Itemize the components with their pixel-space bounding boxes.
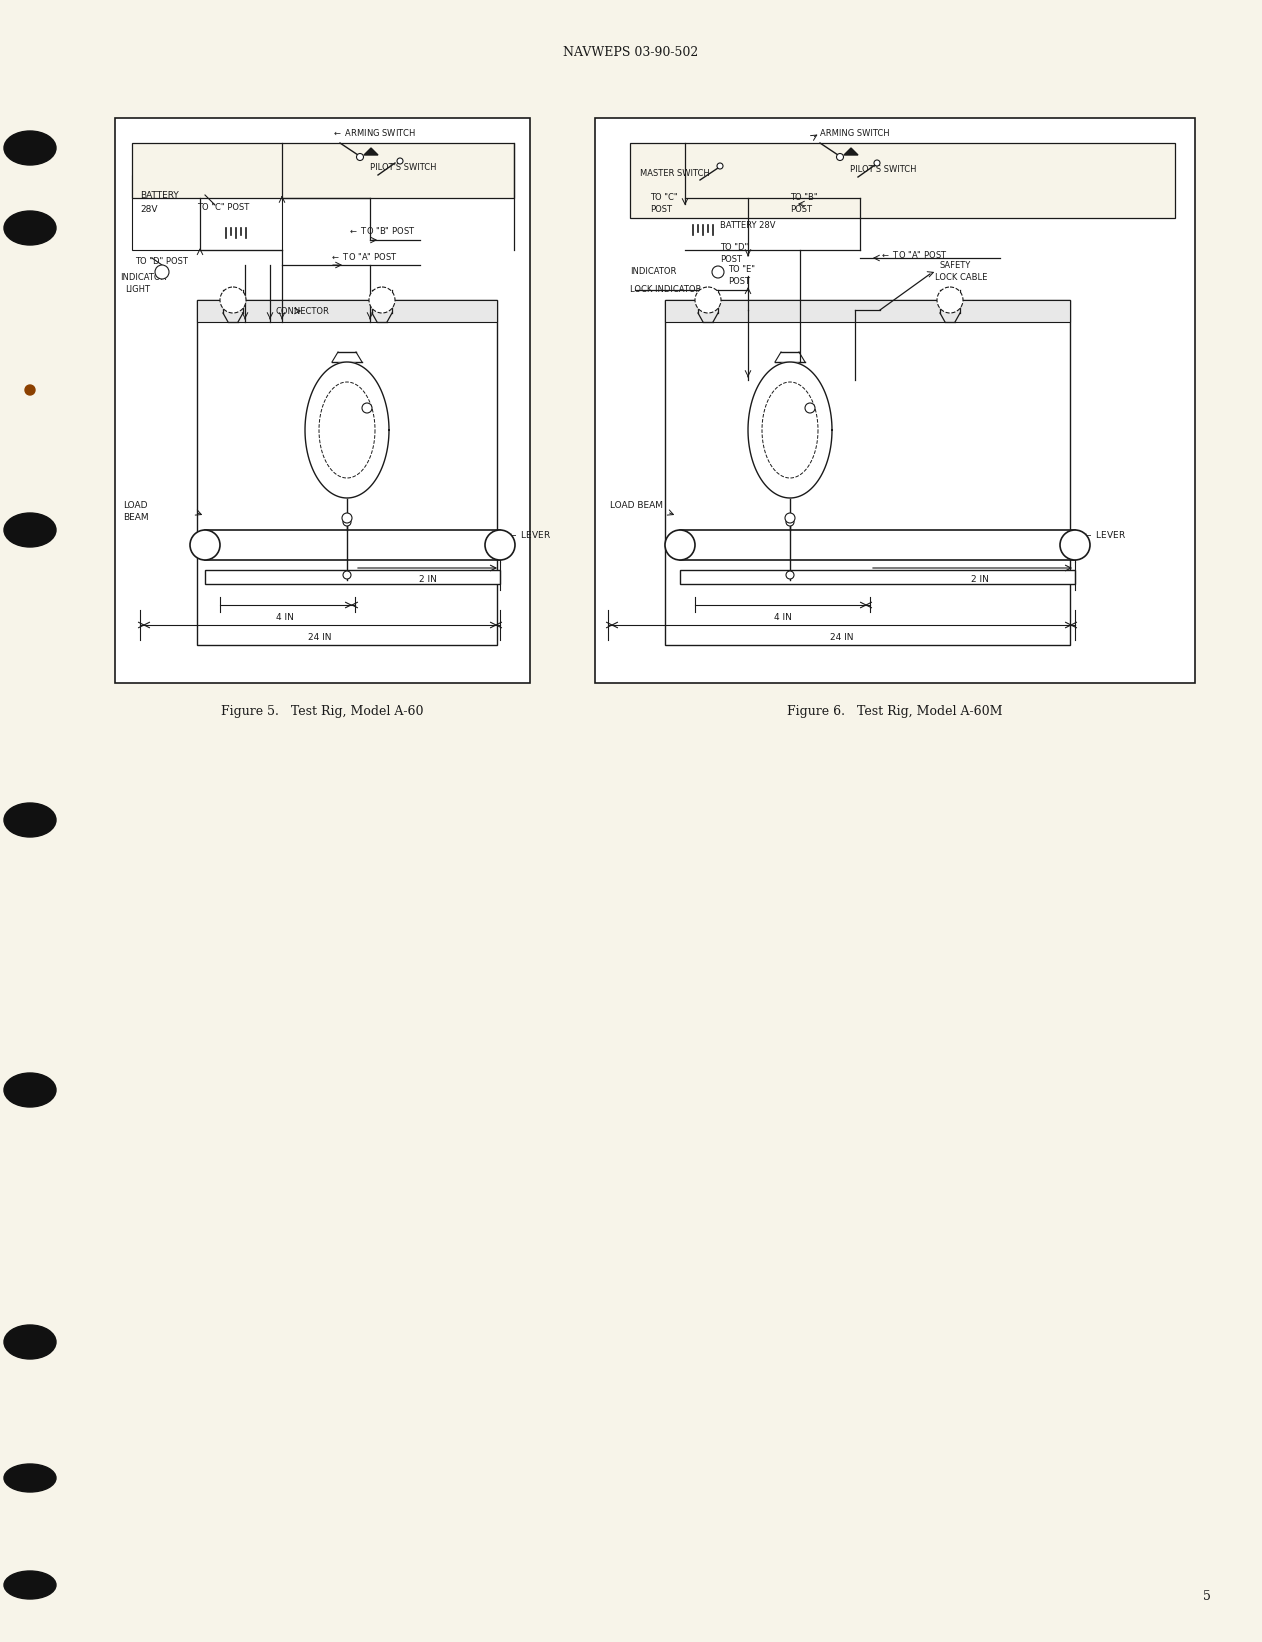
Text: LOCK INDICATOR: LOCK INDICATOR (630, 286, 702, 294)
Circle shape (805, 402, 815, 414)
Text: PILOT'S SWITCH: PILOT'S SWITCH (851, 166, 916, 174)
Bar (680, 570, 1075, 585)
Circle shape (665, 530, 695, 560)
Circle shape (936, 287, 963, 314)
Bar (630, 143, 1175, 218)
Text: BATTERY 28V: BATTERY 28V (721, 220, 776, 230)
Text: POST: POST (728, 277, 750, 286)
Text: $\leftarrow$ TO "A" POST: $\leftarrow$ TO "A" POST (880, 250, 948, 261)
Text: 24 IN: 24 IN (830, 634, 854, 642)
Circle shape (785, 512, 795, 524)
Text: BEAM: BEAM (122, 514, 149, 522)
Circle shape (485, 530, 515, 560)
Text: $\leftarrow$ TO "B" POST: $\leftarrow$ TO "B" POST (348, 225, 415, 235)
Text: POST: POST (650, 205, 671, 215)
Text: 4 IN: 4 IN (276, 614, 294, 622)
Text: CONNECTOR: CONNECTOR (275, 307, 329, 315)
Circle shape (398, 158, 403, 164)
Bar (665, 300, 1070, 322)
Text: 4 IN: 4 IN (774, 614, 793, 622)
Bar (204, 570, 500, 585)
Circle shape (25, 384, 35, 396)
Circle shape (786, 571, 794, 580)
Text: Figure 6.   Test Rig, Model A-60M: Figure 6. Test Rig, Model A-60M (787, 704, 1003, 718)
Polygon shape (748, 361, 832, 498)
Circle shape (717, 163, 723, 169)
Text: $\leftarrow$ LEVER: $\leftarrow$ LEVER (1082, 529, 1127, 540)
Bar (204, 530, 500, 560)
Text: BATTERY: BATTERY (140, 190, 179, 199)
Text: TO "D": TO "D" (721, 243, 748, 253)
Ellipse shape (4, 212, 56, 245)
Circle shape (875, 159, 880, 166)
Text: POST: POST (721, 256, 742, 264)
Bar (197, 300, 497, 645)
Text: SAFETY: SAFETY (940, 261, 972, 269)
Circle shape (695, 287, 721, 314)
Circle shape (343, 517, 351, 525)
Text: LIGHT: LIGHT (125, 286, 150, 294)
Bar (133, 143, 514, 199)
Text: MASTER SWITCH: MASTER SWITCH (640, 169, 709, 177)
Circle shape (837, 153, 843, 161)
Text: TO "D" POST: TO "D" POST (135, 258, 188, 266)
Text: INDICATOR: INDICATOR (120, 274, 167, 282)
Text: 24 IN: 24 IN (308, 634, 332, 642)
Circle shape (191, 530, 220, 560)
Text: LOCK CABLE: LOCK CABLE (935, 273, 987, 281)
Ellipse shape (4, 1571, 56, 1599)
Text: ARMING SWITCH: ARMING SWITCH (820, 128, 890, 138)
Ellipse shape (4, 1325, 56, 1360)
Circle shape (356, 153, 363, 161)
Text: TO "E": TO "E" (728, 266, 755, 274)
Polygon shape (305, 361, 389, 498)
Text: INDICATOR: INDICATOR (630, 268, 676, 276)
Text: LOAD: LOAD (122, 501, 148, 509)
Text: 2 IN: 2 IN (419, 575, 437, 585)
Text: 2 IN: 2 IN (970, 575, 989, 585)
Text: 5: 5 (1203, 1591, 1212, 1604)
Bar (680, 530, 1075, 560)
Text: PILOT'S SWITCH: PILOT'S SWITCH (370, 164, 437, 172)
Circle shape (362, 402, 372, 414)
Circle shape (1060, 530, 1090, 560)
Ellipse shape (4, 803, 56, 837)
Text: TO "C" POST: TO "C" POST (197, 202, 250, 212)
Circle shape (343, 571, 351, 580)
Ellipse shape (4, 1072, 56, 1107)
Circle shape (220, 287, 246, 314)
Text: $\leftarrow$ TO "A" POST: $\leftarrow$ TO "A" POST (329, 251, 398, 263)
Text: 28V: 28V (140, 205, 158, 215)
Text: TO "C": TO "C" (650, 194, 678, 202)
Circle shape (712, 266, 724, 277)
Text: $\leftarrow$ ARMING SWITCH: $\leftarrow$ ARMING SWITCH (332, 128, 416, 138)
Bar (115, 118, 530, 683)
Polygon shape (363, 148, 379, 154)
Circle shape (155, 264, 169, 279)
Text: LOAD BEAM: LOAD BEAM (610, 501, 663, 509)
Ellipse shape (4, 131, 56, 164)
Polygon shape (844, 148, 858, 154)
Circle shape (342, 512, 352, 524)
Bar (197, 300, 497, 322)
Ellipse shape (4, 512, 56, 547)
Bar (133, 176, 281, 250)
Text: POST: POST (790, 205, 811, 215)
Bar (594, 118, 1195, 683)
Bar (665, 300, 1070, 645)
Text: TO "B": TO "B" (790, 194, 818, 202)
Circle shape (786, 517, 794, 525)
Text: $\leftarrow$ LEVER: $\leftarrow$ LEVER (507, 529, 551, 540)
Text: NAVWEPS 03-90-502: NAVWEPS 03-90-502 (563, 46, 699, 59)
Text: Figure 5.   Test Rig, Model A-60: Figure 5. Test Rig, Model A-60 (221, 704, 424, 718)
Ellipse shape (4, 1465, 56, 1493)
Circle shape (369, 287, 395, 314)
